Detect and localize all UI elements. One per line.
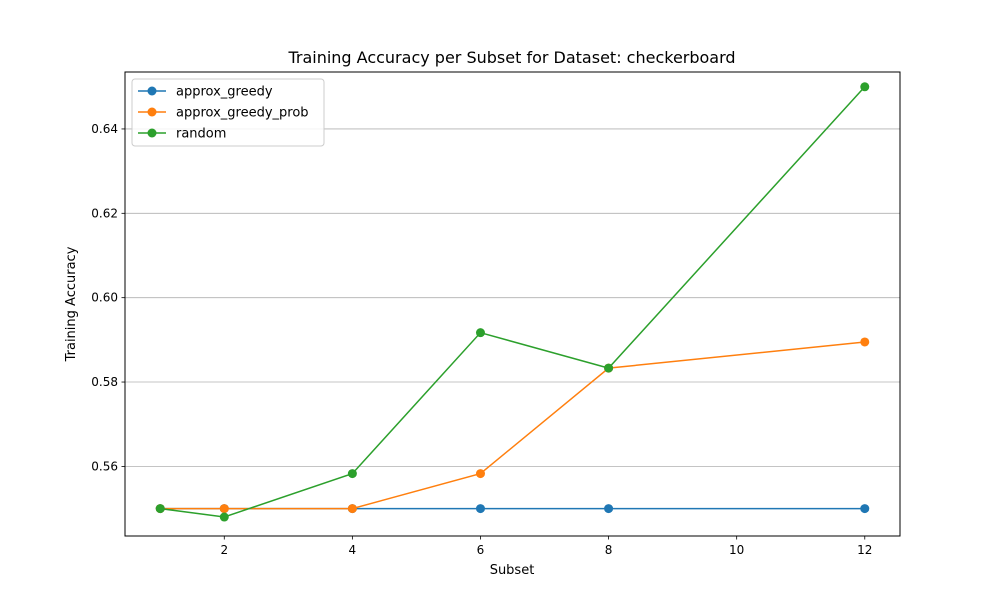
y-tick-label: 0.58 [91, 375, 118, 389]
y-tick-label: 0.60 [91, 291, 118, 305]
series-line [160, 341, 865, 510]
x-tick-label: 6 [477, 543, 485, 557]
series-line [160, 86, 866, 518]
data-point [860, 337, 870, 347]
legend-label: random [176, 127, 226, 142]
series-random [155, 82, 870, 522]
data-point [155, 504, 165, 514]
legend-marker [147, 107, 157, 117]
legend-label: approx_greedy [176, 85, 273, 100]
data-point [219, 512, 229, 522]
y-axis-label: Training Accuracy [64, 246, 79, 362]
x-tick-label: 2 [220, 543, 228, 557]
x-tick-label: 12 [857, 543, 872, 557]
legend-marker [147, 128, 157, 138]
chart-title: Training Accuracy per Subset for Dataset… [287, 48, 735, 67]
grid-lines [125, 128, 900, 467]
data-point [219, 504, 229, 514]
data-point [604, 363, 614, 373]
x-axis: 2 4 6 8 10 12 [220, 536, 872, 557]
data-point [604, 504, 614, 514]
y-tick-label: 0.62 [91, 206, 118, 220]
data-point [347, 469, 357, 479]
data-point [475, 504, 485, 514]
x-tick-label: 8 [605, 543, 613, 557]
data-point [475, 469, 485, 479]
legend-box [131, 78, 325, 147]
y-tick-label: 0.64 [91, 122, 118, 136]
data-point [860, 82, 870, 92]
data-point [347, 504, 357, 514]
legend-item: approx_greedy [138, 85, 273, 100]
legend-item: random [138, 127, 226, 142]
y-tick-label: 0.56 [91, 459, 118, 473]
series-layer [155, 82, 870, 522]
legend-label: approx_greedy_prob [176, 106, 309, 121]
data-point [860, 504, 870, 514]
legend-marker [147, 86, 157, 96]
y-axis: 0.56 0.58 0.60 0.62 0.64 [91, 122, 125, 473]
x-axis-label: Subset [490, 563, 535, 578]
legend-item: approx_greedy_prob [138, 106, 309, 121]
plot-frame [124, 71, 901, 537]
x-tick-label: 4 [349, 543, 357, 557]
x-tick-label: 10 [729, 543, 744, 557]
data-point [475, 328, 485, 338]
